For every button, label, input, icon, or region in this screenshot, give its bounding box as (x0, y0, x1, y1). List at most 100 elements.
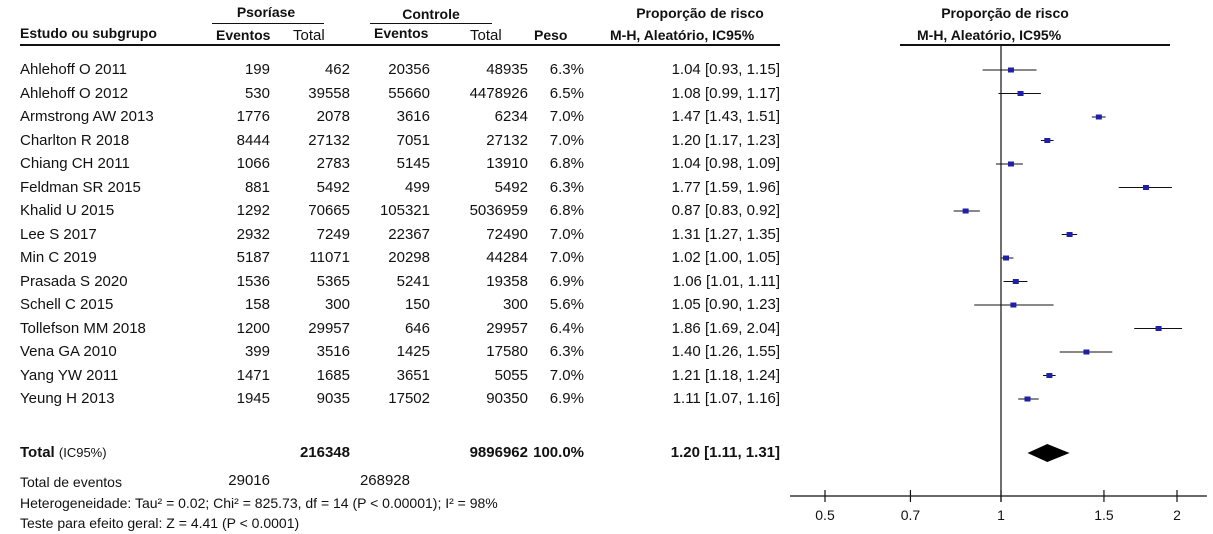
group1-header: Psoríase (236, 4, 296, 20)
point-marker (1066, 232, 1073, 237)
x-tick-label: 0.5 (815, 507, 835, 523)
total-psoriasis-cell: 39558 (308, 84, 350, 102)
events-control: 499 (404, 178, 430, 196)
total-control-cell: 13910 (486, 155, 528, 172)
events-psoriasis: 1066 (236, 155, 270, 172)
weight-cell: 7.0% (549, 108, 584, 125)
total-control-cell: 29957 (486, 319, 528, 337)
study-name: Ahlehoff O 2012 (20, 84, 129, 102)
events-control: 5241 (396, 272, 430, 290)
total-control-cell: 72490 (486, 225, 528, 243)
weight-cell: 6.3% (549, 178, 584, 196)
events-control: 20356 (388, 61, 430, 78)
ci-cell: 1.21 [1.18, 1.24] (671, 366, 780, 384)
weight-cell: 6.5% (549, 84, 584, 102)
ci-cell: 1.04 [0.93, 1.15] (671, 61, 780, 78)
events-psoriasis: 158 (244, 296, 270, 313)
plot-header-underline (900, 44, 1170, 46)
ci-cell: 1.20 [1.17, 1.23] (671, 131, 780, 149)
total1-header: Total (293, 27, 325, 44)
total-control-cell: 6234 (494, 108, 528, 125)
events-psoriasis: 2932 (236, 225, 270, 243)
study-name: Vena GA 2010 (20, 343, 117, 360)
total-control-cell: 90350 (486, 390, 528, 407)
total-control-cell: 300 (502, 296, 528, 313)
study-name: Min C 2019 (20, 249, 97, 266)
total-control: 9896962 (469, 444, 528, 461)
total-control-cell: 5055 (494, 366, 528, 384)
study-name: Chiang CH 2011 (20, 155, 130, 172)
weight-cell: 7.0% (549, 131, 584, 149)
study-column-header: Estudo ou subgrupo (20, 25, 157, 41)
study-name: Lee S 2017 (20, 225, 97, 243)
point-marker (1083, 349, 1090, 355)
group2-underline (370, 23, 492, 24)
ci-cell: 1.02 [1.00, 1.05] (671, 249, 780, 266)
weight-cell: 6.3% (549, 343, 584, 360)
events-control: 646 (404, 319, 430, 337)
study-name: Yeung H 2013 (20, 390, 115, 407)
total-psoriasis-cell: 11071 (309, 249, 350, 266)
weight-cell: 5.6% (549, 296, 584, 313)
events-control: 55660 (388, 84, 430, 102)
total-weight: 100.0% (533, 444, 584, 461)
total-control-cell: 44284 (486, 249, 528, 266)
total-ci: 1.20 [1.11, 1.31] (670, 444, 780, 461)
total-psoriasis-cell: 300 (324, 296, 350, 313)
total-psoriasis-cell: 5365 (316, 272, 350, 290)
point-marker (1095, 114, 1102, 120)
heterogeneity-text: Heterogeneidade: Tau² = 0.02; Chi² = 825… (20, 495, 498, 511)
point-marker (1003, 255, 1010, 261)
events-total-control: 268928 (359, 472, 410, 489)
events-control: 17502 (388, 390, 430, 407)
total-psoriasis-cell: 7249 (316, 225, 350, 243)
rr-method-header: M-H, Aleatório, IC95% (610, 27, 755, 43)
events-psoriasis: 5187 (236, 249, 270, 266)
study-name: Prasada S 2020 (20, 272, 128, 290)
group2-header: Controle (402, 6, 460, 22)
plot-method-header: M-H, Aleatório, IC95% (917, 27, 1062, 43)
x-tick-label: 2 (1173, 507, 1181, 523)
events1-header: Eventos (216, 27, 271, 43)
total-row-label: Total (IC95%) (20, 444, 107, 461)
events-control: 20298 (388, 249, 430, 266)
weight-cell: 7.0% (549, 249, 584, 266)
ci-cell: 1.08 [0.99, 1.17] (671, 84, 780, 102)
total-psoriasis-cell: 5492 (316, 178, 350, 196)
events-control: 105321 (379, 202, 430, 219)
x-tick-label: 0.7 (901, 507, 921, 523)
total-psoriasis-cell: 9035 (316, 390, 350, 407)
point-marker (1046, 373, 1053, 378)
study-name: Armstrong AW 2013 (20, 108, 154, 125)
total-psoriasis-cell: 2078 (316, 108, 350, 125)
weight-cell: 6.9% (549, 272, 584, 290)
weight-header: Peso (534, 27, 568, 43)
point-marker (1007, 161, 1014, 167)
forest-plot: 0.5 0.7 1 1.5 2 (790, 46, 1207, 523)
study-name: Schell C 2015 (20, 296, 114, 313)
events-psoriasis: 1776 (236, 108, 270, 125)
total-control-cell: 5036959 (469, 202, 528, 219)
events-control: 22367 (388, 225, 430, 243)
pooled-diamond (1027, 444, 1070, 462)
point-marker (1012, 279, 1019, 284)
events-control: 3651 (396, 366, 430, 384)
ci-cell: 1.40 [1.26, 1.55] (671, 343, 780, 360)
events-total-label: Total de eventos (20, 474, 122, 490)
overall-effect-text: Teste para efeito geral: Z = 4.41 (P < 0… (20, 515, 300, 531)
study-name: Khalid U 2015 (20, 202, 115, 219)
total-psoriasis-cell: 27132 (308, 131, 350, 149)
total-control-cell: 27132 (486, 131, 528, 149)
ci-cell: 1.47 [1.43, 1.51] (671, 108, 780, 125)
events-psoriasis: 8444 (236, 131, 270, 149)
events-control: 7051 (396, 131, 430, 149)
ci-cell: 1.04 [0.98, 1.09] (671, 155, 780, 172)
study-name: Tollefson MM 2018 (20, 319, 146, 337)
events-psoriasis: 1536 (236, 272, 270, 290)
total-control-cell: 48935 (486, 61, 528, 78)
events-psoriasis: 199 (244, 61, 270, 78)
ci-cell: 1.31 [1.27, 1.35] (671, 225, 780, 243)
ci-cell: 0.87 [0.83, 0.92] (671, 202, 780, 219)
study-name: Yang YW 2011 (20, 366, 119, 384)
weight-cell: 6.8% (549, 202, 584, 219)
